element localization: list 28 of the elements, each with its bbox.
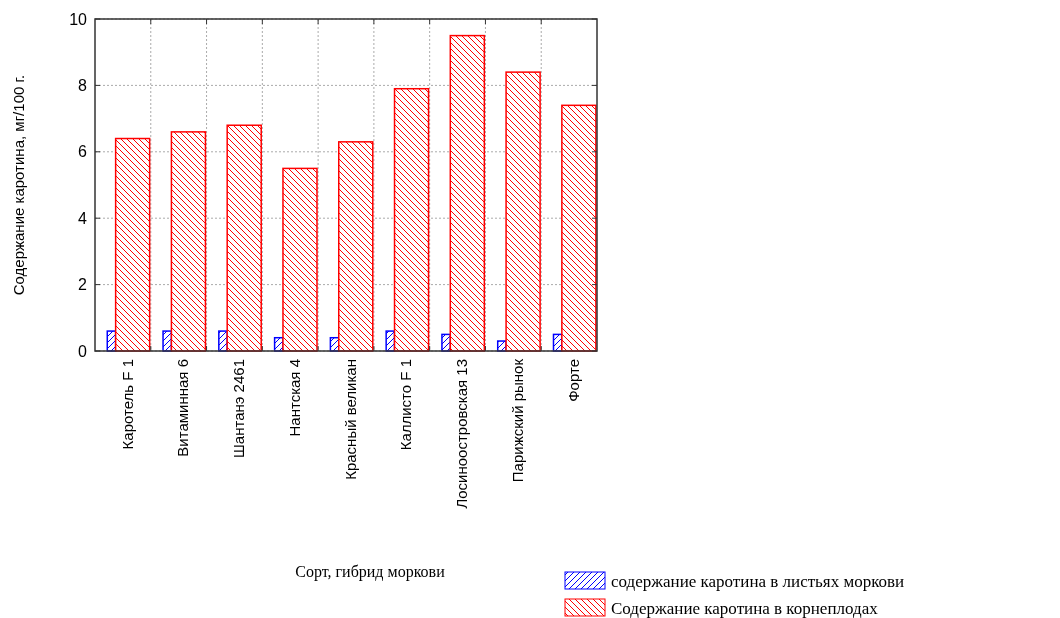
x-tick-label: Шантанэ 2461	[230, 359, 248, 458]
x-tick-label: Форте	[564, 359, 582, 402]
bar	[449, 34, 486, 352]
bar	[338, 141, 374, 352]
bar	[505, 71, 541, 352]
bar	[114, 137, 151, 352]
x-tick-label: Нантская 4	[285, 359, 303, 437]
y-tick-label: 6	[78, 143, 88, 161]
bar	[393, 87, 430, 352]
y-tick-label: 4	[78, 209, 88, 227]
x-tick-label: Лосиноостровская 13	[453, 359, 471, 509]
y-tick-label: 0	[78, 342, 88, 360]
x-tick-label: Каллисто F 1	[397, 359, 415, 451]
bar	[170, 131, 207, 352]
y-axis-title: Содержание каротина, мг/100 г.	[10, 74, 27, 296]
x-tick-label: Каротель F 1	[118, 359, 136, 450]
x-tick-label: Парижский рынок	[509, 358, 527, 483]
bar	[561, 104, 597, 352]
x-tick-label: Витаминная 6	[174, 359, 192, 457]
x-tick-label: Красный великан	[341, 359, 359, 480]
legend-label: Содержание каротина в корнеплодах	[611, 598, 879, 618]
y-tick-label: 8	[78, 77, 88, 94]
legend-label: содержание каротина в листьях моркови	[611, 571, 905, 591]
y-tick-label: 2	[78, 276, 88, 294]
bar	[282, 167, 318, 352]
bar	[226, 124, 262, 352]
y-tick-label: 10	[69, 10, 88, 28]
x-axis-title: Сорт, гибрид моркови	[295, 563, 446, 581]
